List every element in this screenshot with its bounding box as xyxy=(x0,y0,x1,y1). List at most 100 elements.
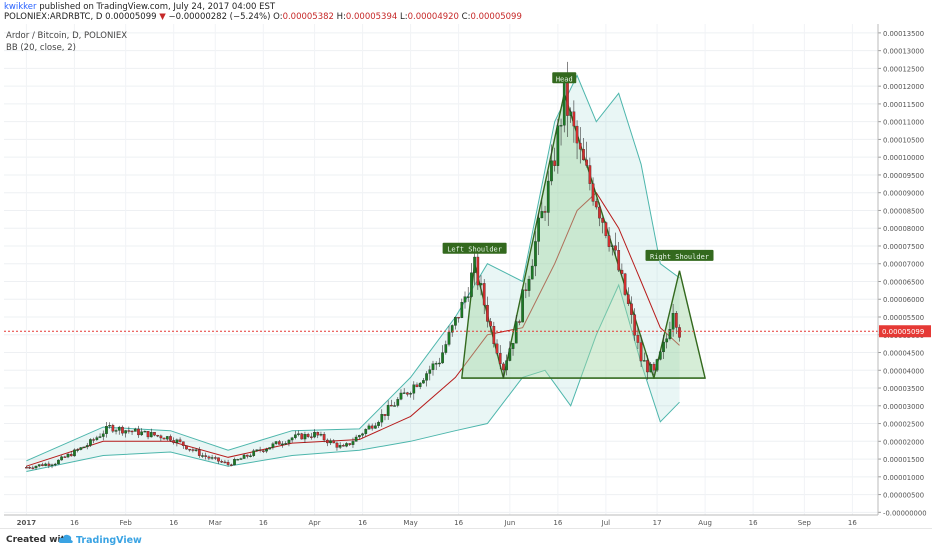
bb-basis-line xyxy=(26,191,680,467)
candle-body xyxy=(181,441,185,446)
time-tick-label: Mar xyxy=(209,519,222,527)
candle-body xyxy=(297,433,300,435)
time-tick-label: 16 xyxy=(169,519,178,527)
price-tick-label: 0.00007500 xyxy=(883,243,924,251)
candle-body xyxy=(361,433,364,436)
candle-body xyxy=(377,422,380,426)
candle-body xyxy=(530,265,534,280)
open-value: 0.00005382 xyxy=(282,12,334,22)
candle-body xyxy=(588,165,592,184)
candle-body xyxy=(623,273,627,295)
candle-body xyxy=(572,111,576,127)
candle-body xyxy=(149,432,153,438)
candle-body xyxy=(143,430,147,433)
price-chart[interactable]: Left Shoulder Head Right Shoulder -0.00000… xyxy=(0,22,932,528)
candle-body xyxy=(277,441,281,445)
price-tag-label: 0.00005099 xyxy=(882,328,924,336)
candle-body xyxy=(265,448,268,452)
legend-title: Ardor / Bitcoin, D, POLONIEX xyxy=(6,31,127,41)
candle-body xyxy=(537,217,540,242)
candle-body xyxy=(293,434,297,438)
tradingview-brand[interactable]: TradingView xyxy=(76,535,142,546)
candle-body xyxy=(527,278,531,291)
candle-body xyxy=(69,453,73,457)
candle-body xyxy=(518,321,521,323)
price-tick-label: 0.00010000 xyxy=(883,154,924,162)
candle-body xyxy=(505,360,508,371)
candle-body xyxy=(137,428,140,436)
candle-body xyxy=(626,294,630,304)
candle-body xyxy=(130,430,134,433)
candle-body xyxy=(566,79,569,116)
price-tick-label: 0.00001500 xyxy=(883,456,924,464)
candle-body xyxy=(60,456,63,461)
candle-body xyxy=(98,436,102,438)
right-shoulder-label-text: Right Shoulder xyxy=(650,253,709,261)
candle-body xyxy=(630,303,633,315)
low-label: L: xyxy=(399,12,408,22)
candle-body xyxy=(271,443,275,448)
candle-body xyxy=(457,317,460,319)
time-tick-label: May xyxy=(403,519,417,527)
candle-body xyxy=(44,463,47,466)
candle-body xyxy=(604,222,608,236)
candle-body xyxy=(207,456,211,459)
candle-body xyxy=(450,325,454,333)
candle-body xyxy=(188,448,192,451)
candle-body xyxy=(422,380,425,384)
price-tick-label: 0.00003000 xyxy=(883,403,924,411)
pattern-labels: Left Shoulder Head Right Shoulder xyxy=(442,72,714,261)
candle-body xyxy=(614,245,617,251)
time-tick-label: Feb xyxy=(119,519,132,527)
time-tick-label: 16 xyxy=(454,519,463,527)
time-tick-label: 16 xyxy=(358,519,367,527)
change-arrow-icon: ▼ xyxy=(159,12,166,22)
candle-body xyxy=(258,449,262,451)
candle-body xyxy=(498,353,502,365)
candle-body xyxy=(543,211,547,213)
time-tick-label: 16 xyxy=(70,519,79,527)
candle-body xyxy=(194,449,198,451)
candle-body xyxy=(386,404,390,416)
publish-line: kwikker published on TradingView.com, Ju… xyxy=(4,2,275,12)
candle-body xyxy=(229,464,233,466)
candle-body xyxy=(162,437,166,440)
candle-body xyxy=(79,447,83,450)
candle-body xyxy=(370,425,374,429)
candle-body xyxy=(434,363,438,365)
candle-body xyxy=(479,283,483,286)
candle-body xyxy=(105,426,108,434)
candle-body xyxy=(313,432,316,438)
candle-body xyxy=(66,453,70,458)
legend-indicator: BB (20, close, 2) xyxy=(6,43,76,53)
candle-body xyxy=(156,434,160,437)
time-tick-label: 17 xyxy=(653,519,662,527)
candle-body xyxy=(217,457,220,462)
candle-body xyxy=(108,425,111,427)
price-tick-label: 0.00002500 xyxy=(883,421,924,429)
candle-body xyxy=(524,289,528,291)
high-label: H: xyxy=(336,12,346,22)
candle-body xyxy=(34,465,38,469)
candle-body xyxy=(191,449,195,451)
bb-lower-line xyxy=(26,283,680,472)
candle-body xyxy=(594,201,598,208)
quote-line: POLONIEX:ARDRBTC, D 0.00005099 ▼ −0.0000… xyxy=(4,12,522,22)
candle-body xyxy=(607,235,611,247)
candle-body xyxy=(316,432,320,436)
candle-body xyxy=(89,439,92,446)
price-tag-box xyxy=(879,325,931,338)
candle-body xyxy=(383,414,387,416)
candle-body xyxy=(354,436,358,442)
candle-body xyxy=(332,440,336,444)
chart-header: kwikker published on TradingView.com, Ju… xyxy=(0,0,932,22)
right-shoulder-label-box xyxy=(645,249,714,261)
author-link[interactable]: kwikker xyxy=(4,2,37,12)
symbol-label: POLONIEX:ARDRBTC, D xyxy=(4,12,103,22)
candle-body xyxy=(249,455,252,457)
candle-body xyxy=(678,327,681,338)
candle-body xyxy=(95,437,99,440)
candle-body xyxy=(101,433,105,437)
candle-body xyxy=(598,206,601,219)
candle-body xyxy=(223,461,227,464)
